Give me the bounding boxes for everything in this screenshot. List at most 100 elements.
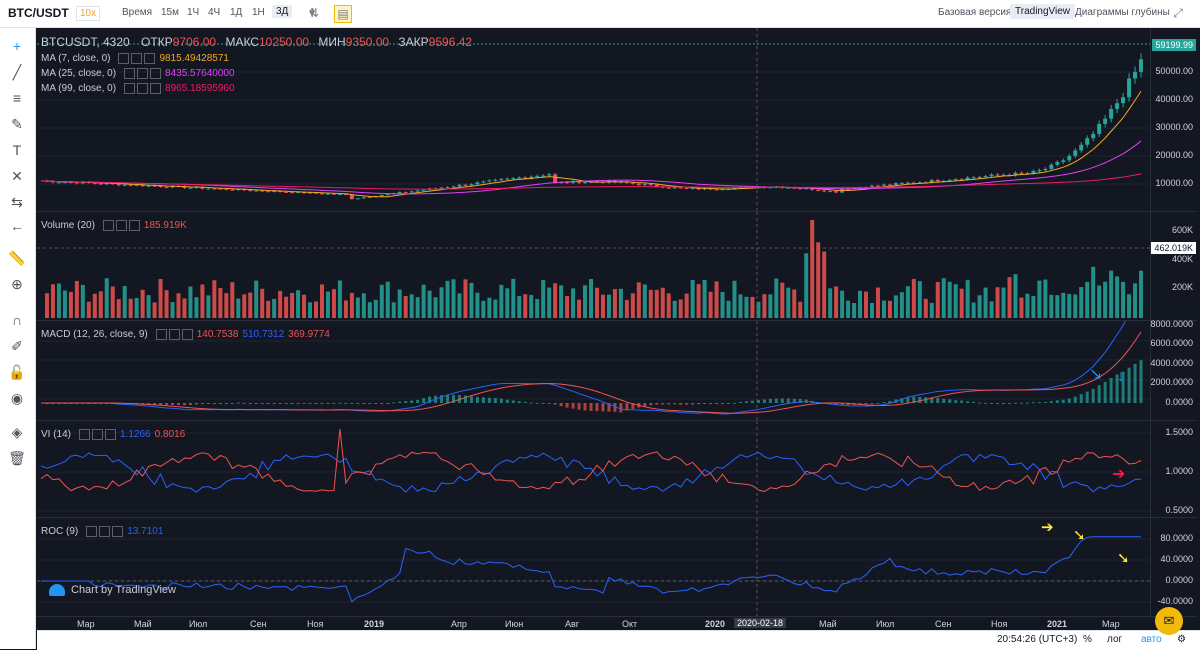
time-label[interactable]: Время [122,7,153,18]
close-icon[interactable] [181,328,193,340]
zoom-icon[interactable]: ⊕ [11,275,23,292]
macd-histogram-bar [715,403,719,404]
view-basic[interactable]: Базовая версия [938,7,1012,18]
timeframe-4h[interactable]: 4Ч [208,7,221,18]
close-icon[interactable] [150,67,162,79]
interval-dropdown-icon[interactable]: ▾ [308,6,316,20]
close-icon[interactable] [128,219,140,231]
candle-body [1079,144,1084,151]
roc-pane[interactable]: ➔ ➘ ➘ ROC (9) 13.7101 80.0000 40.0000 0.000… [37,518,1197,616]
percent-toggle[interactable]: % [1083,634,1092,645]
time-axis[interactable]: Мар Май Июл Сен Ноя 2019 Апр Июн Авг Окт… [37,616,1197,631]
price-pane[interactable]: BTCUSDT, 4320 ОТКР9706.00 МАКС10250.00 М… [37,28,1197,212]
macd-hist-value: 140.7538 [196,329,239,340]
settings-gear-icon[interactable]: ⚙ [1177,634,1186,645]
macd-axis[interactable]: 8000.0000 6000.0000 4000.0000 2000.0000 … [1150,319,1197,420]
macd-histogram-bar [972,401,976,403]
crosshair-icon[interactable]: + [12,38,22,54]
view-tradingview[interactable]: TradingView [1010,4,1076,19]
hide-icon[interactable] [131,52,143,64]
vi-axis[interactable]: 1.5000 1.0000 0.5000 [1150,421,1197,517]
magnet-icon[interactable]: ∩ [11,312,23,328]
hide-icon[interactable] [99,525,111,537]
candle-body [893,183,898,185]
low-label: МИН [318,35,346,49]
candle-body [337,194,342,196]
roc-chart[interactable]: ➔ ➘ ➘ [37,518,1151,616]
candle-body [164,186,169,188]
volume-bar [696,284,701,318]
time-tick: Июл [189,619,208,629]
macd-histogram-bar [338,402,342,404]
price-chart[interactable] [37,28,1151,211]
volume-bar [654,289,659,318]
chat-icon[interactable]: ✉ [1155,607,1183,635]
hide-icon[interactable] [115,219,127,231]
price-axis[interactable]: 50000.00 40000.00 30000.00 20000.00 1000… [1150,28,1197,211]
macd-chart[interactable]: ↘ ↓ [37,321,1151,420]
timeframe-1w[interactable]: 1Н [252,7,265,18]
macd-histogram-bar [727,403,731,404]
settings-icon[interactable] [124,82,136,94]
hide-icon[interactable] [137,67,149,79]
chart-area[interactable]: BTCUSDT, 4320 ОТКР9706.00 МАКС10250.00 М… [37,28,1198,630]
ruler-icon[interactable]: 📏 [8,249,26,266]
auto-toggle[interactable]: авто [1141,634,1162,645]
roc-axis[interactable]: 80.0000 40.0000 0.0000 -40.0000 [1150,518,1197,616]
candle-body [1061,160,1066,163]
settings-icon[interactable] [124,67,136,79]
candle-body [218,188,223,190]
log-toggle[interactable]: лог [1107,634,1123,645]
close-icon[interactable] [105,428,117,440]
candle-body [666,187,671,189]
macd-pane[interactable]: ↘ ↓ MACD (12, 26, close, 9) 140.7538 510.73… [37,319,1197,421]
settings-icon[interactable] [102,219,114,231]
timeframe-15m[interactable]: 15м [161,7,179,18]
hide-icon[interactable] [92,428,104,440]
back-arrow-icon[interactable]: ← [10,218,24,234]
time-tick: Окт [622,619,638,629]
volume-bar [433,297,438,318]
layers-icon[interactable]: ◈ [11,423,23,440]
prediction-icon[interactable]: ⇆ [11,193,23,210]
view-depth[interactable]: Диаграммы глубины [1075,7,1170,18]
lock-icon[interactable]: 🔓 [8,363,26,380]
macd-histogram-bar [756,400,760,403]
volume-axis[interactable]: 600K 400K 200K 462.019K [1150,212,1197,320]
volume-bar [600,294,605,318]
chart-type-icon[interactable]: ▤ [334,5,352,23]
volume-bar [319,284,324,318]
settings-icon[interactable] [118,52,130,64]
pattern-icon[interactable]: ✕ [11,167,23,184]
close-icon[interactable] [144,52,156,64]
trash-icon[interactable]: 🗑 [8,449,26,466]
volume-bar [1073,294,1078,318]
close-icon[interactable] [150,82,162,94]
volume-chart[interactable] [37,212,1151,320]
fib-icon[interactable]: ≡ [12,90,22,106]
trendline-icon[interactable]: ╱ [12,63,22,80]
settings-icon[interactable] [86,525,98,537]
vi-chart[interactable]: ➔ [37,421,1151,517]
macd-histogram-bar [440,395,444,403]
symbol-label[interactable]: BTC/USDT [8,6,69,20]
eye-icon[interactable]: ◉ [10,389,24,406]
macd-histogram-bar [182,403,186,406]
text-icon[interactable]: T [12,142,22,158]
settings-icon[interactable] [155,328,167,340]
hide-icon[interactable] [137,82,149,94]
fullscreen-icon[interactable]: ⤢ [1173,5,1183,20]
timeframe-1d[interactable]: 1Д [230,7,243,18]
volume-pane[interactable]: Volume (20) 185.919K 600K 400K 200K 462.0… [37,212,1197,321]
volume-bar [1121,281,1126,318]
timeframe-3d[interactable]: 3Д [272,5,293,18]
brush-icon[interactable]: ✎ [11,115,23,132]
lock-drawing-icon[interactable]: ✐ [11,337,23,354]
vi-pane[interactable]: ➔ VI (14) 1.1266 0.8016 1.5000 1.0000 0.50… [37,421,1197,518]
timeframe-1h[interactable]: 1Ч [187,7,200,18]
tradingview-watermark[interactable]: Chart by TradingView [49,584,176,596]
hide-icon[interactable] [168,328,180,340]
settings-icon[interactable] [79,428,91,440]
close-icon[interactable] [112,525,124,537]
indicators-icon[interactable]: ⇅ [308,6,320,20]
